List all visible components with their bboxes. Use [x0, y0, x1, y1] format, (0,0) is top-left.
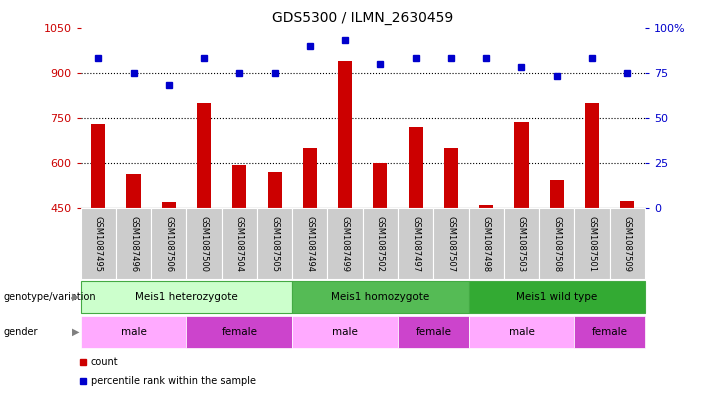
Bar: [585, 103, 599, 208]
Bar: [257, 208, 292, 279]
Text: Meis1 homozygote: Meis1 homozygote: [332, 292, 430, 302]
Bar: [292, 208, 327, 279]
Text: GSM1087498: GSM1087498: [482, 216, 491, 272]
Text: count: count: [90, 357, 118, 367]
Bar: [468, 281, 645, 313]
Bar: [620, 201, 634, 208]
Bar: [574, 208, 610, 279]
Bar: [292, 281, 468, 313]
Bar: [81, 208, 116, 279]
Bar: [539, 208, 574, 279]
Text: Meis1 heterozygote: Meis1 heterozygote: [135, 292, 238, 302]
Bar: [468, 208, 504, 279]
Text: GSM1087496: GSM1087496: [129, 216, 138, 272]
Bar: [151, 208, 186, 279]
Text: male: male: [332, 327, 358, 337]
Bar: [116, 208, 151, 279]
Text: GSM1087497: GSM1087497: [411, 216, 420, 272]
Text: male: male: [121, 327, 147, 337]
Bar: [374, 163, 388, 208]
Bar: [186, 316, 292, 348]
Text: GSM1087505: GSM1087505: [270, 216, 279, 272]
Bar: [515, 123, 529, 208]
Text: gender: gender: [4, 327, 38, 337]
Text: Meis1 wild type: Meis1 wild type: [516, 292, 597, 302]
Bar: [91, 124, 105, 208]
Bar: [468, 316, 574, 348]
Text: GSM1087508: GSM1087508: [552, 216, 562, 272]
Text: GSM1087500: GSM1087500: [200, 216, 209, 272]
Bar: [398, 316, 468, 348]
Title: GDS5300 / ILMN_2630459: GDS5300 / ILMN_2630459: [272, 11, 454, 25]
Text: GSM1087504: GSM1087504: [235, 216, 244, 272]
Bar: [327, 208, 363, 279]
Text: GSM1087503: GSM1087503: [517, 216, 526, 272]
Bar: [574, 316, 645, 348]
Text: GSM1087509: GSM1087509: [622, 216, 632, 272]
Bar: [444, 148, 458, 208]
Bar: [292, 316, 398, 348]
Text: percentile rank within the sample: percentile rank within the sample: [90, 376, 256, 386]
Text: female: female: [592, 327, 627, 337]
Text: GSM1087499: GSM1087499: [341, 216, 350, 272]
Bar: [232, 165, 246, 208]
Text: female: female: [415, 327, 451, 337]
Text: ▶: ▶: [72, 327, 80, 337]
Bar: [126, 174, 141, 208]
Bar: [504, 208, 539, 279]
Bar: [363, 208, 398, 279]
Text: male: male: [508, 327, 534, 337]
Bar: [162, 202, 176, 208]
Bar: [197, 103, 211, 208]
Bar: [433, 208, 468, 279]
Text: GSM1087507: GSM1087507: [447, 216, 456, 272]
Text: GSM1087502: GSM1087502: [376, 216, 385, 272]
Bar: [398, 208, 433, 279]
Bar: [610, 208, 645, 279]
Bar: [303, 148, 317, 208]
Bar: [186, 208, 222, 279]
Text: GSM1087506: GSM1087506: [164, 216, 173, 272]
Bar: [338, 61, 352, 208]
Text: GSM1087495: GSM1087495: [94, 216, 103, 272]
Text: GSM1087501: GSM1087501: [587, 216, 597, 272]
Text: GSM1087494: GSM1087494: [306, 216, 314, 272]
Text: female: female: [222, 327, 257, 337]
Bar: [268, 172, 282, 208]
Bar: [81, 316, 186, 348]
Bar: [222, 208, 257, 279]
Text: ▶: ▶: [72, 292, 80, 302]
Bar: [550, 180, 564, 208]
Bar: [409, 127, 423, 208]
Bar: [81, 281, 292, 313]
Text: genotype/variation: genotype/variation: [4, 292, 96, 302]
Bar: [479, 205, 494, 208]
